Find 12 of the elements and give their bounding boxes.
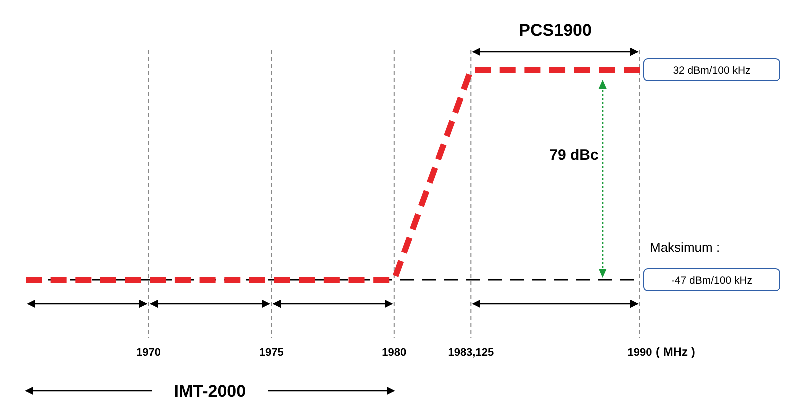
x-tick-label: 1970 <box>136 347 162 359</box>
ref-line-label: -47 dBm/100 kHz <box>671 275 753 287</box>
x-axis-title: ( MHz ) <box>656 345 696 359</box>
text: Maksimum : <box>650 240 720 255</box>
x-tick-label: 1975 <box>259 347 284 359</box>
text: PCS1900 <box>519 21 592 40</box>
x-tick-label: 1980 <box>382 347 407 359</box>
text: 32 dBm/100 kHz <box>673 65 751 77</box>
x-tick-label: 1983,125 <box>448 347 494 359</box>
x-tick-label: 1990 <box>628 347 652 359</box>
text: IMT-2000 <box>174 382 246 401</box>
annotation: 79 dBc <box>550 147 599 164</box>
